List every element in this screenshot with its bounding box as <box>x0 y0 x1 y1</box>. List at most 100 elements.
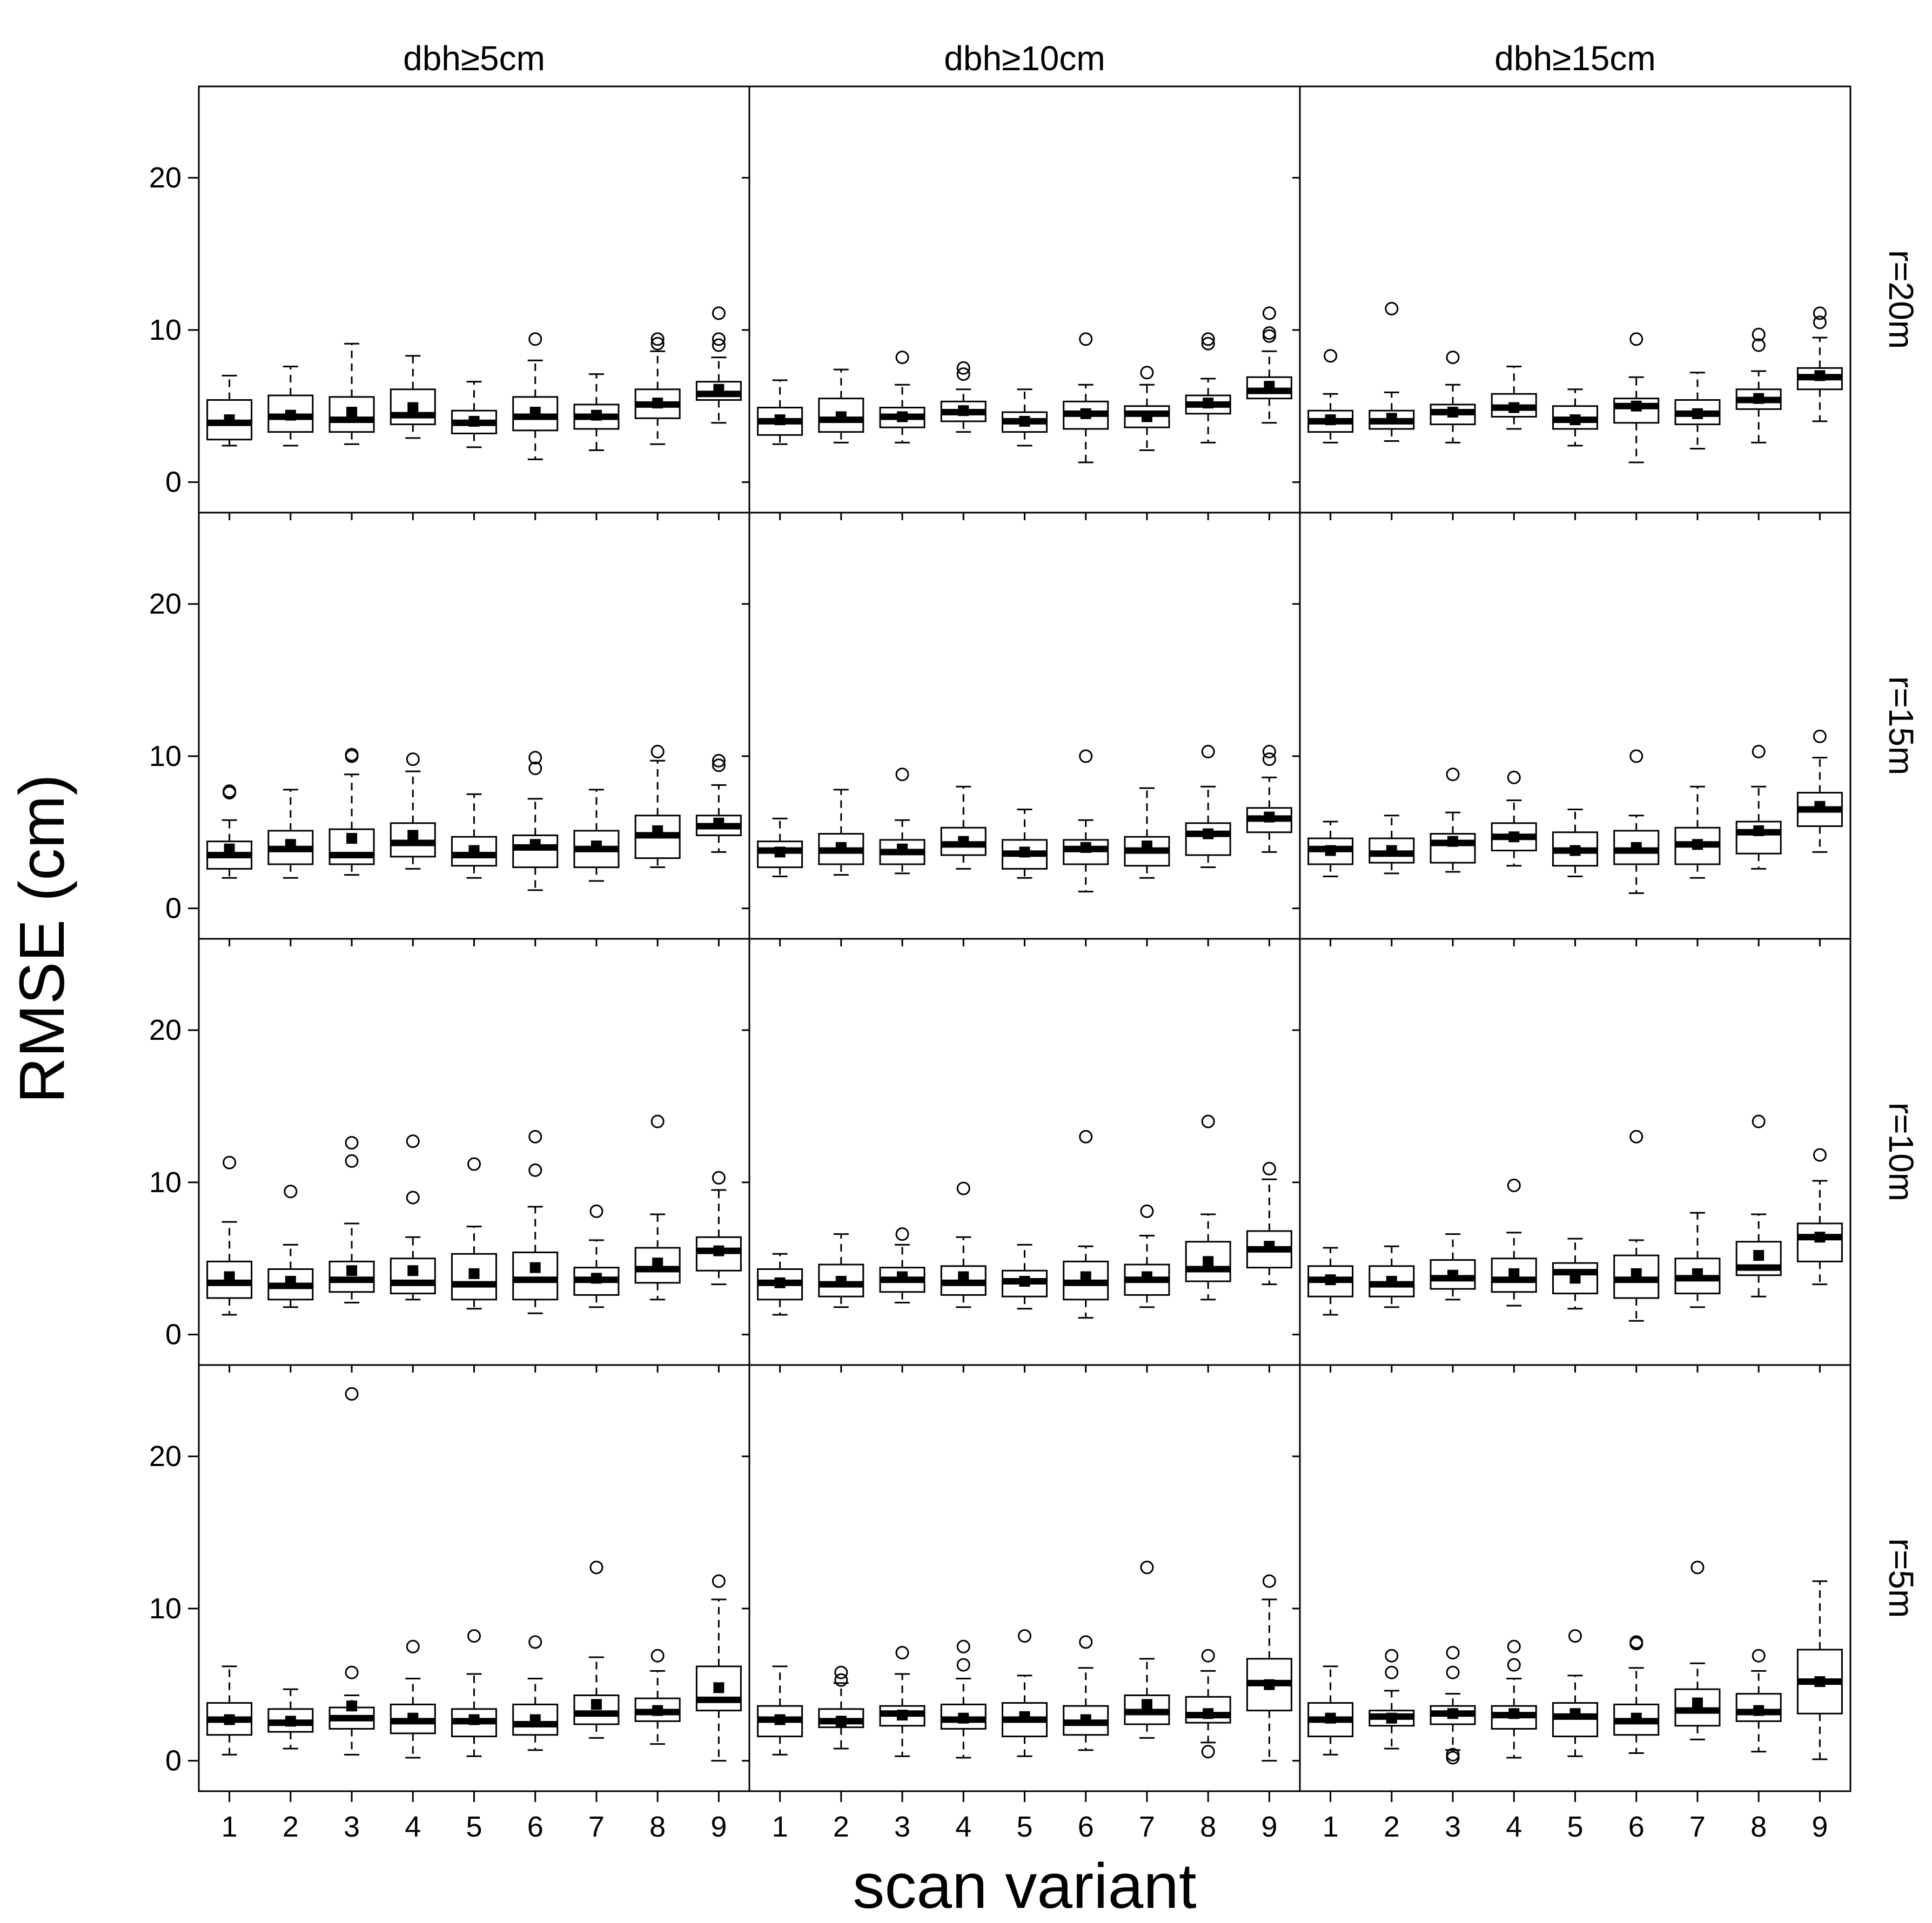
mean-marker <box>529 407 541 418</box>
box-variant-2 <box>267 1185 314 1308</box>
x-tick-label: 4 <box>405 1811 421 1843</box>
outlier-point <box>1262 1574 1276 1588</box>
x-tick-label: 1 <box>772 1811 788 1843</box>
mean-marker <box>407 1712 419 1724</box>
box-variant-1 <box>206 374 253 447</box>
mean-marker <box>285 1716 296 1727</box>
box-variant-6 <box>1063 749 1109 893</box>
mean-marker <box>1508 402 1520 413</box>
outlier-point <box>589 1204 603 1218</box>
mean-marker <box>958 405 969 416</box>
box-variant-3 <box>879 1227 925 1303</box>
mean-marker <box>1264 1679 1275 1690</box>
outlier-point <box>1446 1665 1460 1679</box>
mean-marker <box>1080 1271 1091 1282</box>
mean-marker <box>1447 836 1459 847</box>
box-variant-1 <box>757 817 803 877</box>
box-variant-8 <box>1735 1649 1782 1753</box>
box-variant-7 <box>1124 1561 1170 1739</box>
mean-marker <box>1447 1269 1459 1281</box>
mean-marker <box>1753 393 1765 404</box>
outlier-point <box>1140 1561 1154 1575</box>
box-variant-9 <box>1796 306 1843 422</box>
outlier-point <box>1446 1646 1460 1660</box>
mean-marker <box>774 414 786 426</box>
box-variant-8 <box>1185 1114 1231 1301</box>
column-label: dbh≥10cm <box>944 39 1105 78</box>
outlier-point <box>712 1574 726 1588</box>
outlier-point <box>406 1134 420 1148</box>
mean-marker <box>1203 1256 1214 1267</box>
iqr-box <box>512 1251 559 1301</box>
x-tick-label: 3 <box>894 1811 910 1843</box>
outlier-point <box>345 1665 359 1679</box>
y-tick-label: 20 <box>149 588 182 620</box>
panel-2-2 <box>1292 938 1852 1373</box>
outlier-point <box>528 751 542 765</box>
box-variant-2 <box>818 789 864 876</box>
mean-marker <box>897 1271 908 1282</box>
mean-marker <box>1325 1712 1336 1724</box>
mean-marker <box>958 836 969 847</box>
mean-marker <box>1080 842 1091 853</box>
box-variant-6 <box>512 751 559 891</box>
outlier-point <box>528 1129 542 1144</box>
x-tick-label: 1 <box>1323 1811 1339 1843</box>
x-tick-label: 9 <box>1812 1811 1828 1843</box>
outlier-point <box>1262 744 1276 758</box>
box-variant-3 <box>1430 768 1476 873</box>
box-variant-8 <box>634 1114 681 1301</box>
outlier-point <box>1201 744 1215 758</box>
box-variant-8 <box>634 1649 681 1745</box>
mean-marker <box>652 825 663 836</box>
outlier-point <box>1813 729 1827 743</box>
y-tick-label: 10 <box>149 740 182 772</box>
y-tick-label: 0 <box>165 1745 182 1777</box>
x-tick-label: 9 <box>710 1811 727 1843</box>
mean-marker <box>591 1273 602 1284</box>
box-variant-7 <box>1674 785 1721 879</box>
box-variant-9 <box>1246 744 1292 853</box>
box-variant-6 <box>512 1635 559 1751</box>
y-tick-label: 10 <box>149 1592 182 1625</box>
box-variant-6 <box>1613 332 1660 463</box>
box-variant-3 <box>1430 1233 1476 1301</box>
mean-marker <box>897 843 908 855</box>
mean-marker <box>1325 845 1336 856</box>
outlier-point <box>650 332 665 346</box>
box-variant-6 <box>512 332 559 460</box>
mean-marker <box>285 1276 296 1287</box>
mean-marker <box>835 842 847 853</box>
outlier-point <box>406 1639 420 1653</box>
outlier-point <box>1201 1649 1215 1663</box>
outlier-point <box>712 332 726 346</box>
mean-marker <box>285 839 296 850</box>
mean-marker <box>1692 839 1703 850</box>
panel-0-2 <box>1292 85 1852 520</box>
outlier-point <box>1752 338 1766 352</box>
outlier-point <box>1507 770 1521 784</box>
box-variant-3 <box>1430 1646 1476 1765</box>
mean-marker <box>1753 825 1765 836</box>
mean-marker <box>1508 831 1520 843</box>
box-variant-6 <box>1613 1129 1660 1322</box>
mean-marker <box>835 411 847 422</box>
mean-marker <box>1203 828 1214 839</box>
mean-marker <box>1141 841 1152 852</box>
mean-marker <box>1631 400 1642 412</box>
mean-marker <box>652 1705 663 1716</box>
panels: 0 10 20 0 10 20 0 10 20 0 10 20 1 2 3 4 5 6 7 8 9 1 2 3 4 5 6 7 8 9 1 2… <box>149 85 1852 1843</box>
mean-marker <box>224 1714 235 1725</box>
box-variant-3 <box>879 768 925 875</box>
outlier-point <box>1507 1639 1521 1653</box>
mean-marker <box>1569 1708 1581 1719</box>
box-variant-7 <box>573 1204 620 1308</box>
outlier-point <box>1201 1114 1215 1128</box>
outlier-point <box>406 752 420 766</box>
box-variant-1 <box>757 379 803 445</box>
box-variant-2 <box>818 368 864 443</box>
panel-1-0: 0 10 20 <box>149 512 750 946</box>
box-variant-5 <box>1002 388 1048 447</box>
outlier-point <box>956 1639 970 1653</box>
